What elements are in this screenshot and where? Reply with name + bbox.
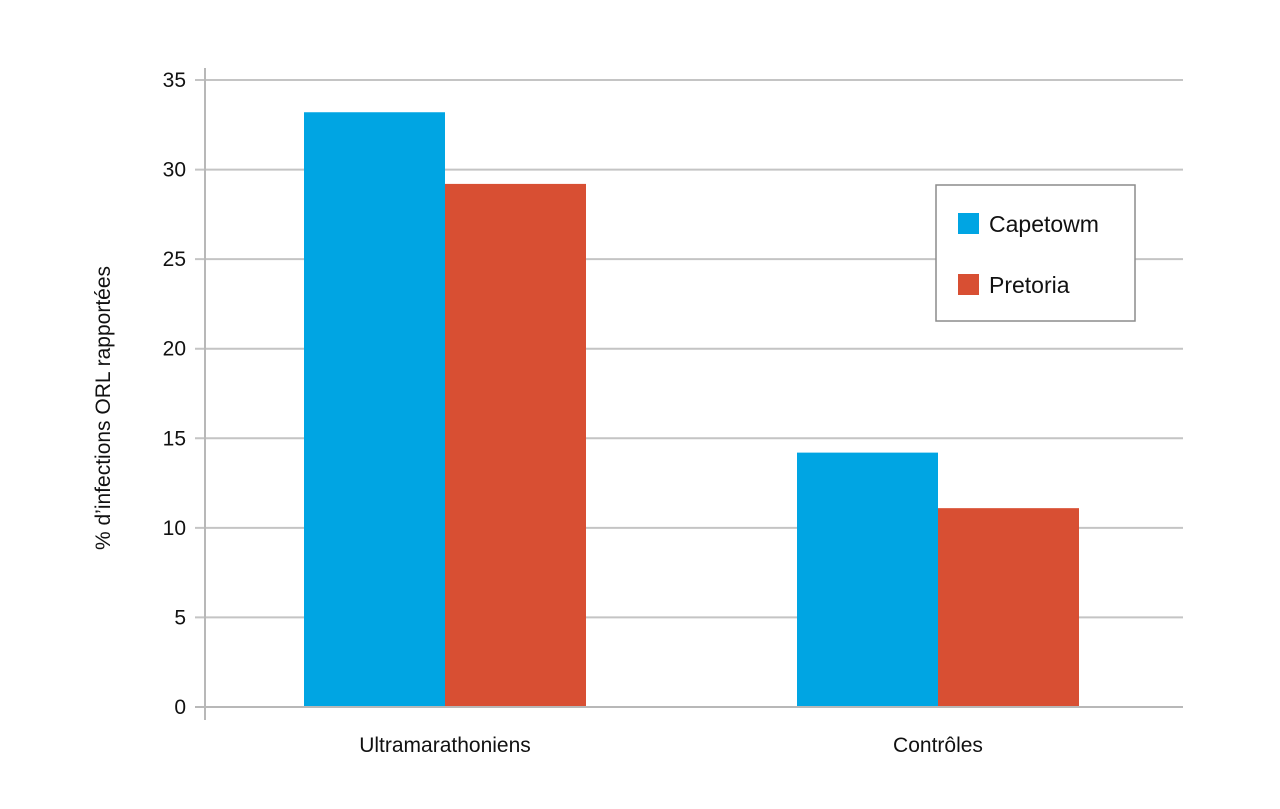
x-category-labels: Ultramarathoniens Contrôles [359,734,983,757]
x-category-label: Ultramarathoniens [359,734,531,757]
bars [304,112,1079,708]
y-tick-label: 30 [163,159,186,182]
legend-swatch-capetowm [958,213,979,234]
axes [195,68,1183,720]
y-axis-title: % d’infections ORL rapportées [92,266,115,550]
bar-pretoria-controles [938,508,1079,707]
legend: Capetowm Pretoria [935,184,1136,322]
x-category-label: Contrôles [893,734,983,757]
y-tick-labels: 0 5 10 15 20 25 30 35 [163,69,186,719]
bar-capetowm-controles [797,452,938,707]
legend-swatch-pretoria [958,274,979,295]
legend-label-capetowm: Capetowm [989,211,1099,237]
y-tick-label: 20 [163,338,186,361]
y-tick-label: 35 [163,69,186,92]
y-tick-label: 0 [174,696,186,719]
legend-label-pretoria: Pretoria [989,272,1070,298]
y-tick-label: 10 [163,517,186,540]
bar-capetowm-ultramarathoniens [304,112,445,707]
y-tick-label: 5 [174,606,186,629]
y-tick-label: 25 [163,248,186,271]
legend-box [935,184,1136,322]
bar-pretoria-ultramarathoniens [445,183,586,708]
y-tick-label: 15 [163,427,186,450]
